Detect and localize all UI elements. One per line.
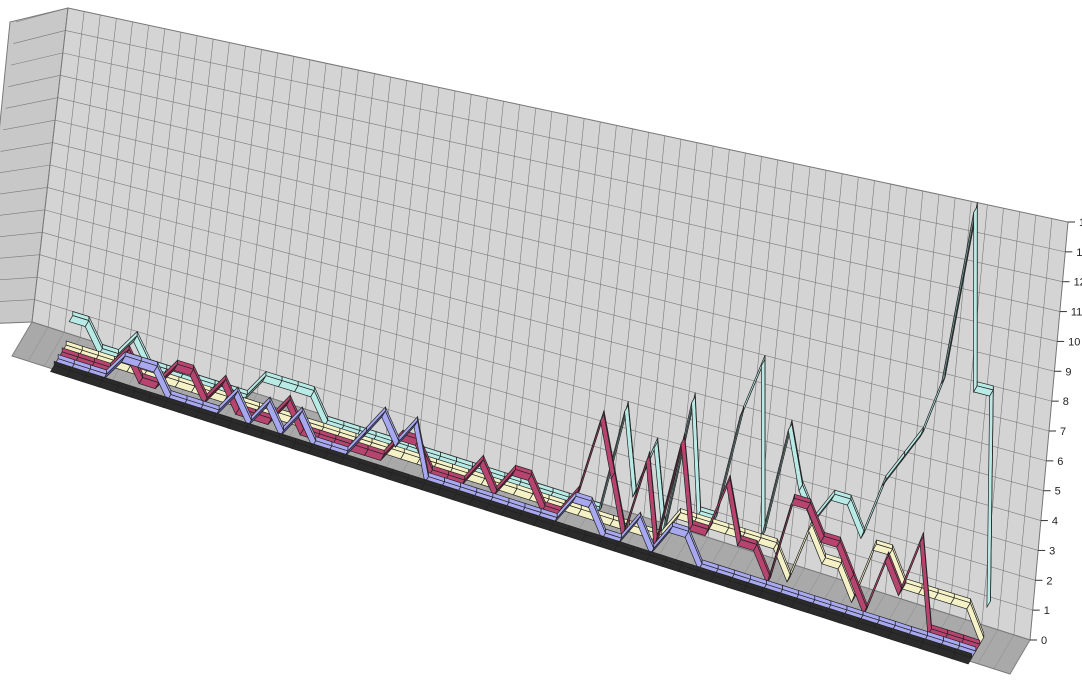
- y-tick-label: 14: [1079, 217, 1082, 229]
- y-tick-label: 10: [1068, 336, 1080, 348]
- series-5: [50, 360, 973, 665]
- series-ribbon-top: [963, 634, 981, 645]
- grid-line-horizontal: [37, 276, 1036, 581]
- side-grid-line: [0, 142, 53, 152]
- y-tick-label: 8: [1063, 396, 1069, 408]
- series-ribbon-segment: [761, 358, 766, 539]
- back-wall: [31, 7, 1069, 641]
- series-ribbon-top: [990, 385, 994, 602]
- floor-grid-line: [993, 634, 1015, 669]
- floor-grid-line: [11, 321, 33, 357]
- y-tick-label: 2: [1046, 575, 1052, 587]
- y-tick-label: 3: [1049, 545, 1055, 557]
- y-tick-label: 1: [1044, 605, 1050, 617]
- series-ribbon-top: [959, 641, 977, 652]
- side-grid-line: [8, 74, 61, 88]
- side-grid-line: [15, 7, 69, 23]
- grid-line-horizontal: [67, 7, 1069, 223]
- grid-line-horizontal: [47, 187, 1047, 462]
- y-tick-label: 7: [1060, 426, 1066, 438]
- side-grid-line: [0, 321, 33, 324]
- side-grid-line: [0, 231, 43, 238]
- floor-grid-line: [1009, 639, 1031, 675]
- floor-grid-line: [27, 327, 49, 362]
- y-tick-label: 13: [1076, 247, 1082, 259]
- series-ribbon-top: [955, 648, 973, 659]
- side-grid-line: [5, 97, 58, 109]
- series-ribbon-segment: [973, 205, 978, 394]
- grid-line-horizontal: [39, 254, 1039, 551]
- floor-grid-line: [977, 629, 999, 664]
- grid-line-horizontal: [55, 119, 1055, 372]
- side-grid-line: [10, 52, 63, 66]
- grid-line-horizontal: [42, 231, 1041, 521]
- side-grid-line: [13, 30, 66, 44]
- side-grid-line: [0, 276, 38, 281]
- series-layer: [50, 202, 994, 665]
- side-grid-line: [3, 119, 56, 131]
- y-tick-label: 4: [1052, 516, 1058, 528]
- y-axis: 01234567891011121314: [1030, 217, 1082, 647]
- series-ribbon-top: [970, 598, 985, 638]
- grid-line-horizontal: [52, 142, 1052, 402]
- grid-line-horizontal: [57, 97, 1058, 342]
- grid-line-horizontal: [34, 299, 1033, 611]
- grid-line-horizontal: [44, 209, 1044, 492]
- side-grid-line: [0, 164, 51, 173]
- side-grid-line: [0, 209, 45, 216]
- side-grid-line: [0, 254, 40, 259]
- y-tick-label: 9: [1065, 366, 1071, 378]
- grid-line-horizontal: [60, 74, 1060, 312]
- gridlines: [0, 7, 1069, 675]
- grid-line-horizontal: [62, 52, 1063, 283]
- y-tick-label: 5: [1055, 486, 1061, 498]
- side-grid-line: [0, 299, 35, 302]
- y-tick-label: 11: [1071, 307, 1082, 319]
- side-grid-line: [0, 187, 48, 195]
- y-tick-label: 12: [1074, 277, 1082, 289]
- grid-line-horizontal: [65, 30, 1066, 253]
- grid-line-horizontal: [49, 164, 1050, 432]
- floor-grid-line: [43, 332, 65, 367]
- y-tick-label: 6: [1057, 456, 1063, 468]
- y-tick-label: 0: [1041, 635, 1047, 647]
